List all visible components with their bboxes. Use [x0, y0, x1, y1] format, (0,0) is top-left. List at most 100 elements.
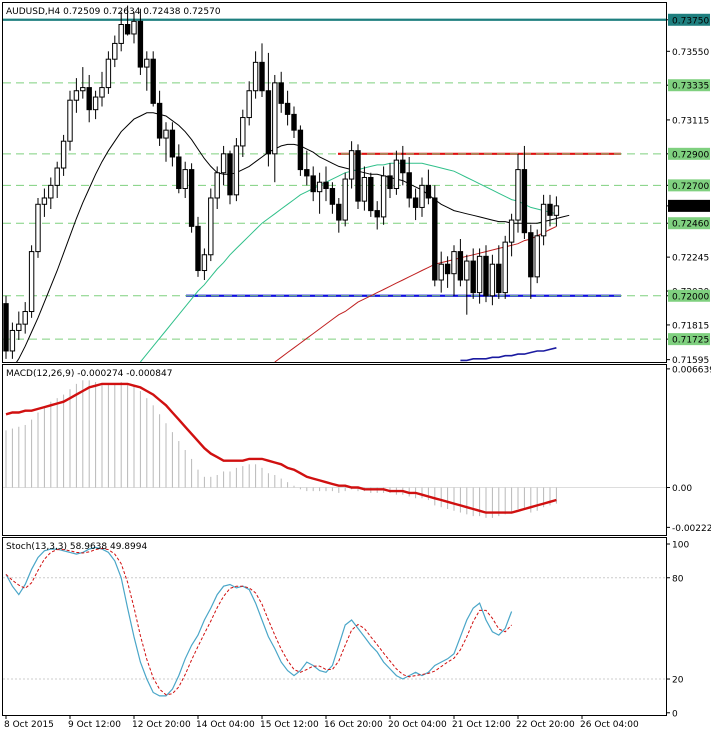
time-label: 8 Oct 2015	[4, 720, 54, 730]
price-label-box	[668, 199, 710, 212]
candle-body	[156, 102, 163, 139]
candle	[35, 197, 41, 258]
candle	[547, 194, 553, 227]
candle-body	[92, 96, 99, 111]
candle-body	[86, 87, 92, 111]
candle-body	[489, 263, 496, 297]
candle-body	[54, 167, 60, 186]
candle	[67, 90, 73, 151]
candle-body	[438, 263, 444, 281]
candle-body	[329, 188, 336, 205]
candle-body	[483, 255, 489, 297]
candle-body	[16, 323, 22, 331]
macd-label: MACD(12,26,9) -0.000274 -0.000847	[6, 369, 172, 379]
candle	[278, 71, 284, 113]
candle	[534, 229, 540, 284]
candle-body	[201, 254, 208, 272]
candle-body	[336, 203, 342, 221]
time-label: 21 Oct 12:00	[452, 720, 511, 730]
candle-body	[528, 232, 534, 278]
price-label: 0.73335	[672, 82, 709, 92]
candle-body	[195, 225, 201, 272]
candle	[28, 245, 35, 318]
candle	[92, 90, 99, 120]
candle-body	[265, 90, 272, 155]
candle-body	[540, 203, 547, 237]
candle-body	[508, 219, 515, 243]
candle	[438, 251, 444, 293]
candle	[220, 145, 227, 186]
candle	[540, 194, 547, 246]
candle-body	[208, 197, 214, 256]
stoch-signal-line	[5, 547, 512, 696]
candle	[252, 51, 259, 99]
candle	[400, 145, 406, 186]
price-label: 0.72000	[672, 292, 709, 302]
price-label-box	[668, 333, 710, 346]
candle	[336, 197, 342, 233]
candle	[233, 138, 240, 202]
candle	[195, 216, 201, 277]
price-label: 0.71815	[672, 321, 709, 331]
candle-body	[476, 255, 483, 294]
candle	[476, 248, 483, 304]
candle	[329, 182, 336, 214]
candle	[457, 238, 464, 287]
candle	[310, 166, 316, 202]
candle-body	[374, 210, 380, 218]
candle	[73, 78, 80, 113]
macd-axis-label: 0.00	[672, 484, 692, 494]
price-label-box	[668, 217, 710, 230]
candle	[515, 153, 521, 233]
moving-average-0	[16, 112, 570, 362]
candle-body	[464, 260, 470, 281]
candle-body	[3, 303, 9, 352]
candle	[99, 71, 105, 107]
candle-body	[412, 197, 419, 208]
stoch-pane	[2, 537, 667, 716]
candle-body	[220, 153, 227, 174]
candle-body	[278, 82, 284, 104]
candle	[176, 144, 182, 194]
candle	[380, 166, 387, 225]
candle-body	[348, 150, 355, 180]
candle	[182, 161, 188, 198]
candle	[406, 156, 412, 208]
candle-body	[380, 175, 387, 218]
candle-body	[297, 129, 304, 171]
candle-body	[227, 153, 233, 196]
candle	[112, 35, 118, 68]
price-label-box	[668, 79, 710, 92]
candle-body	[272, 82, 278, 155]
candle-body	[502, 241, 508, 294]
candle-body	[131, 20, 137, 35]
time-label: 15 Oct 12:00	[260, 720, 319, 730]
main-pane	[2, 2, 667, 363]
candle	[393, 150, 400, 195]
candle-body	[246, 90, 252, 119]
candle-body	[48, 184, 54, 199]
candle	[291, 106, 297, 139]
candle-body	[259, 61, 265, 92]
candle	[502, 235, 508, 299]
candle-body	[387, 175, 393, 190]
stoch-axis-label: 20	[672, 676, 684, 686]
candle	[412, 188, 419, 221]
candle	[137, 8, 144, 75]
candle	[265, 52, 272, 167]
stoch-axis-label: 80	[672, 574, 684, 584]
price-label: 0.72700	[672, 182, 709, 192]
candle	[246, 81, 252, 126]
candle	[451, 245, 457, 296]
candle-body	[188, 169, 195, 227]
candle-body	[547, 203, 553, 216]
moving-average-3	[460, 347, 557, 362]
moving-average-2	[274, 225, 557, 362]
candle	[374, 201, 380, 230]
candle	[425, 169, 432, 205]
price-label: 0.71595	[672, 356, 709, 366]
candle-body	[35, 203, 41, 253]
candle	[54, 161, 60, 198]
candle	[316, 172, 323, 214]
candle	[272, 74, 278, 183]
